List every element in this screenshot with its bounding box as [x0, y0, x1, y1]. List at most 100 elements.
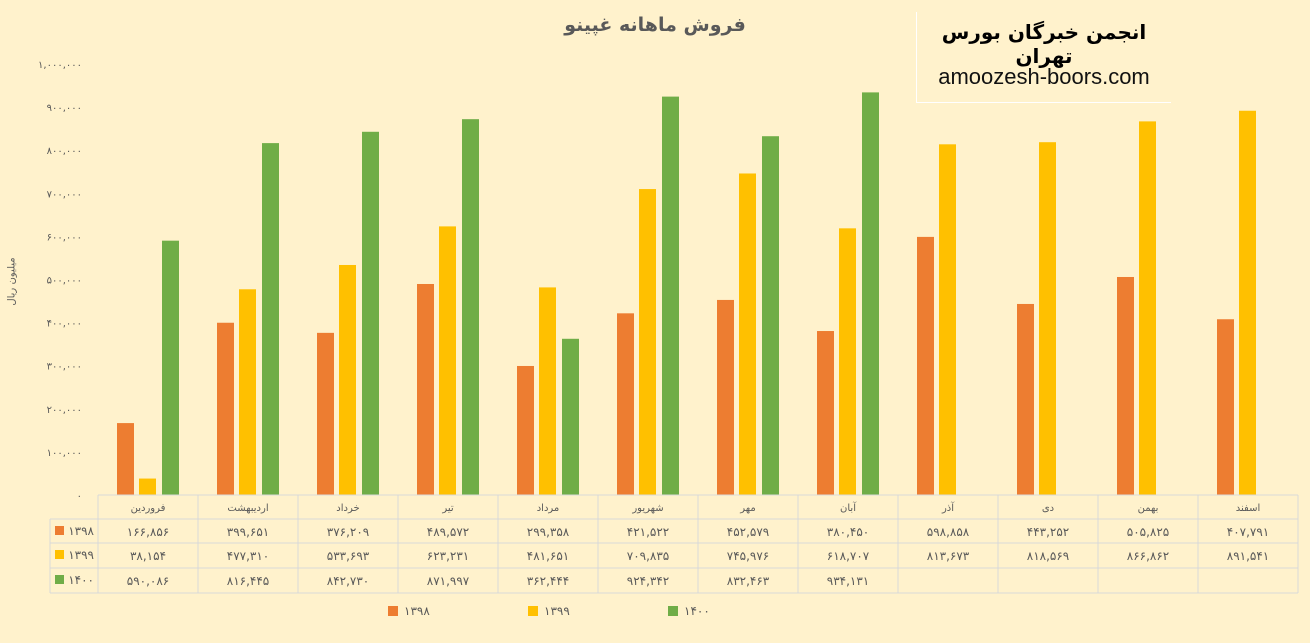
watermark-org: انجمن خبرگان بورس تهران — [941, 20, 1147, 68]
legend-key-2 — [55, 575, 64, 584]
data-label: ۸۷۱,۹۹۷ — [427, 574, 470, 588]
category-label: اردیبهشت — [227, 503, 268, 514]
data-label: ۱۶۶,۸۵۶ — [127, 525, 170, 539]
bar-1-9 — [1039, 142, 1056, 495]
category-label: آذر — [941, 501, 955, 514]
bar-0-9 — [1017, 303, 1034, 495]
data-label: ۳۸,۱۵۴ — [130, 549, 166, 563]
bar-2-3 — [462, 119, 479, 495]
bar-0-1 — [217, 322, 234, 495]
bar-1-3 — [439, 226, 456, 495]
data-label: ۷۰۹,۸۳۵ — [627, 549, 670, 563]
data-label: ۶۲۳,۲۳۱ — [427, 549, 470, 563]
bar-2-2 — [362, 131, 379, 495]
data-label: ۹۲۴,۳۴۲ — [627, 574, 670, 588]
y-tick-label: ۶۰۰,۰۰۰ — [47, 232, 82, 243]
data-label: ۹۳۴,۱۳۱ — [827, 574, 870, 588]
data-label: ۴۴۳,۲۵۲ — [1027, 525, 1070, 539]
data-label: ۵۳۳,۶۹۳ — [327, 549, 370, 563]
data-label: ۳۸۰,۴۵۰ — [827, 525, 870, 539]
legend-label: ۱۳۹۸ — [404, 604, 430, 618]
chart-title: فروش ماهانه غپینو — [564, 14, 746, 36]
y-tick-label: ۵۰۰,۰۰۰ — [47, 276, 82, 287]
data-label: ۵۹۰,۰۸۶ — [127, 574, 170, 588]
category-label: مهر — [739, 503, 755, 514]
y-tick-label: ۴۰۰,۰۰۰ — [47, 319, 82, 330]
data-label: ۳۷۶,۲۰۹ — [327, 525, 370, 539]
bar-1-0 — [139, 478, 156, 495]
data-label: ۸۱۸,۵۶۹ — [1027, 549, 1070, 563]
bar-0-8 — [917, 236, 934, 495]
bar-2-7 — [862, 92, 879, 496]
bar-0-11 — [1217, 319, 1234, 495]
data-label: ۴۵۲,۵۷۹ — [727, 525, 770, 539]
data-label: ۸۴۲,۷۳۰ — [327, 574, 370, 588]
data-label: ۴۰۷,۷۹۱ — [1227, 525, 1270, 539]
data-label: ۸۶۶,۸۶۲ — [1127, 549, 1170, 563]
category-label: خرداد — [336, 503, 359, 514]
data-label: ۳۹۹,۶۵۱ — [227, 525, 270, 539]
y-tick-label: ۱۰۰,۰۰۰ — [47, 448, 82, 459]
legend-swatch-0 — [388, 606, 398, 616]
category-label: دی — [1042, 503, 1054, 514]
y-tick-label: ۳۰۰,۰۰۰ — [47, 362, 82, 373]
y-tick-label: ۸۰۰,۰۰۰ — [47, 146, 82, 157]
series-row-label: ۱۳۹۹ — [68, 548, 94, 562]
legend-key-1 — [55, 550, 64, 559]
bar-1-10 — [1139, 121, 1156, 495]
category-label: مرداد — [537, 503, 560, 514]
bar-2-1 — [262, 143, 279, 496]
bar-2-0 — [162, 240, 179, 495]
category-label: بهمن — [1138, 503, 1159, 514]
bar-0-0 — [117, 423, 134, 495]
data-label: ۴۸۱,۶۵۱ — [527, 549, 570, 563]
bar-1-4 — [539, 287, 556, 495]
bar-1-6 — [739, 173, 756, 495]
y-tick-label: ۱,۰۰۰,۰۰۰ — [38, 60, 82, 71]
bar-1-1 — [239, 289, 256, 495]
bar-0-5 — [617, 313, 634, 495]
data-label: ۳۶۲,۴۴۴ — [527, 574, 570, 588]
series-row-label: ۱۳۹۸ — [68, 524, 94, 538]
bar-2-5 — [662, 96, 679, 496]
y-tick-label: ۷۰۰,۰۰۰ — [47, 189, 82, 200]
data-label: ۵۰۵,۸۲۵ — [1127, 525, 1170, 539]
data-label: ۸۱۳,۶۷۳ — [927, 549, 970, 563]
watermark-site: amoozesh-boors.com — [938, 64, 1150, 89]
bar-1-2 — [339, 264, 356, 495]
category-label: شهریور — [631, 503, 663, 514]
data-label: ۵۹۸,۸۵۸ — [927, 525, 970, 539]
bar-0-6 — [717, 299, 734, 495]
bar-0-10 — [1117, 276, 1134, 495]
data-label: ۷۴۵,۹۷۶ — [727, 549, 770, 563]
watermark-box: انجمن خبرگان بورس تهران amoozesh-boors.c… — [916, 12, 1171, 103]
category-label: تیر — [441, 503, 454, 514]
data-label: ۸۱۶,۴۴۵ — [227, 574, 270, 588]
bar-0-2 — [317, 332, 334, 495]
legend-label: ۱۴۰۰ — [684, 604, 710, 618]
bar-2-6 — [762, 136, 779, 496]
y-tick-label: ۹۰۰,۰۰۰ — [47, 103, 82, 114]
data-label: ۶۱۸,۷۰۷ — [827, 549, 870, 563]
category-label: فروردین — [131, 503, 166, 514]
bar-2-4 — [562, 338, 579, 495]
y-axis-label: میلیون ریال — [6, 257, 18, 306]
category-label: آبان — [840, 501, 857, 514]
legend-swatch-2 — [668, 606, 678, 616]
y-tick-label: ۰ — [77, 491, 82, 502]
bar-0-3 — [417, 283, 434, 495]
bar-1-7 — [839, 228, 856, 495]
bar-0-7 — [817, 331, 834, 495]
y-tick-label: ۲۰۰,۰۰۰ — [47, 405, 82, 416]
data-label: ۸۳۲,۴۶۳ — [727, 574, 770, 588]
legend-key-0 — [55, 526, 64, 535]
data-label: ۴۲۱,۵۲۲ — [627, 525, 670, 539]
data-label: ۴۸۹,۵۷۲ — [427, 525, 470, 539]
category-label: اسفند — [1236, 503, 1260, 514]
data-label: ۴۷۷,۳۱۰ — [227, 549, 270, 563]
legend-label: ۱۳۹۹ — [544, 604, 570, 618]
bar-1-11 — [1239, 110, 1256, 496]
data-label: ۸۹۱,۵۴۱ — [1227, 549, 1270, 563]
